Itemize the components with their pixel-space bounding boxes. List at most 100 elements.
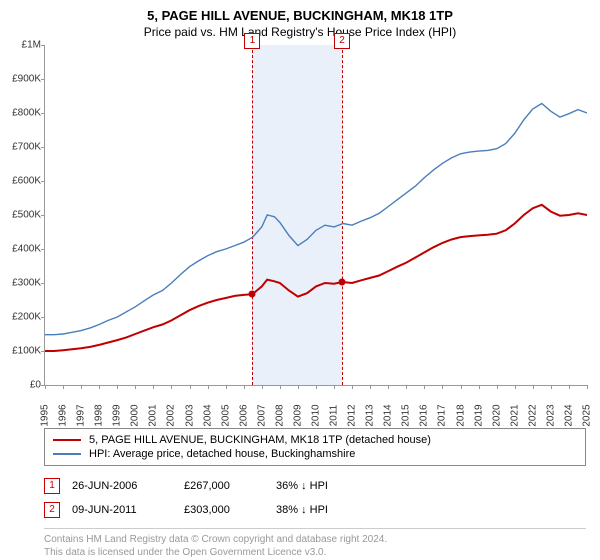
x-axis-label: 2011 bbox=[329, 401, 340, 431]
x-tick bbox=[226, 385, 227, 389]
y-axis-label: £900K bbox=[1, 74, 41, 85]
x-axis-label: 1995 bbox=[40, 401, 51, 431]
sale-marker-label: 2 bbox=[334, 33, 350, 49]
price-row-marker: 1 bbox=[44, 478, 60, 494]
legend-swatch bbox=[53, 453, 81, 455]
x-tick bbox=[171, 385, 172, 389]
footer-attribution: Contains HM Land Registry data © Crown c… bbox=[44, 528, 586, 559]
x-tick bbox=[515, 385, 516, 389]
x-tick bbox=[334, 385, 335, 389]
price-row-date: 09-JUN-2011 bbox=[72, 504, 172, 516]
chart-lines bbox=[45, 45, 587, 385]
y-axis-label: £800K bbox=[1, 108, 41, 119]
x-tick bbox=[81, 385, 82, 389]
x-tick bbox=[135, 385, 136, 389]
x-axis-label: 2002 bbox=[166, 401, 177, 431]
x-axis-label: 2001 bbox=[148, 401, 159, 431]
x-axis-label: 2012 bbox=[347, 401, 358, 431]
chart-plot-area: £0£100K£200K£300K£400K£500K£600K£700K£80… bbox=[44, 45, 587, 386]
x-axis-label: 2003 bbox=[184, 401, 195, 431]
chart-title: 5, PAGE HILL AVENUE, BUCKINGHAM, MK18 1T… bbox=[0, 0, 600, 23]
price-row: 2 09-JUN-2011 £303,000 38% ↓ HPI bbox=[44, 498, 586, 522]
x-axis-label: 2010 bbox=[311, 401, 322, 431]
x-tick bbox=[190, 385, 191, 389]
x-axis-label: 2022 bbox=[527, 401, 538, 431]
y-axis-label: £600K bbox=[1, 176, 41, 187]
x-axis-label: 2023 bbox=[545, 401, 556, 431]
x-axis-label: 1998 bbox=[94, 401, 105, 431]
x-axis-label: 1996 bbox=[58, 401, 69, 431]
x-axis-label: 2019 bbox=[473, 401, 484, 431]
x-tick bbox=[533, 385, 534, 389]
x-tick bbox=[461, 385, 462, 389]
x-axis-label: 2025 bbox=[582, 401, 593, 431]
x-axis-label: 1999 bbox=[112, 401, 123, 431]
legend-box: 5, PAGE HILL AVENUE, BUCKINGHAM, MK18 1T… bbox=[44, 428, 586, 466]
x-tick bbox=[153, 385, 154, 389]
x-axis-label: 2024 bbox=[563, 401, 574, 431]
series-hpi bbox=[45, 104, 587, 335]
x-tick bbox=[117, 385, 118, 389]
price-row-hpi: 38% ↓ HPI bbox=[276, 504, 356, 516]
price-row-marker: 2 bbox=[44, 502, 60, 518]
x-tick bbox=[298, 385, 299, 389]
y-axis-label: £100K bbox=[1, 346, 41, 357]
x-axis-label: 2015 bbox=[401, 401, 412, 431]
legend-item: 5, PAGE HILL AVENUE, BUCKINGHAM, MK18 1T… bbox=[53, 433, 577, 447]
chart-subtitle: Price paid vs. HM Land Registry's House … bbox=[0, 23, 600, 45]
x-axis-label: 2008 bbox=[274, 401, 285, 431]
x-axis-label: 2006 bbox=[238, 401, 249, 431]
y-axis-label: £500K bbox=[1, 210, 41, 221]
price-row-hpi: 36% ↓ HPI bbox=[276, 480, 356, 492]
x-tick bbox=[244, 385, 245, 389]
x-tick bbox=[442, 385, 443, 389]
x-axis-label: 2000 bbox=[130, 401, 141, 431]
x-axis-label: 2016 bbox=[419, 401, 430, 431]
x-axis-label: 2009 bbox=[292, 401, 303, 431]
x-tick bbox=[587, 385, 588, 389]
x-tick bbox=[45, 385, 46, 389]
x-axis-label: 2021 bbox=[509, 401, 520, 431]
x-axis-label: 2005 bbox=[220, 401, 231, 431]
price-row-date: 26-JUN-2006 bbox=[72, 480, 172, 492]
y-axis-label: £200K bbox=[1, 312, 41, 323]
x-tick bbox=[424, 385, 425, 389]
y-axis-label: £0 bbox=[1, 380, 41, 391]
x-axis-label: 2014 bbox=[383, 401, 394, 431]
x-tick bbox=[388, 385, 389, 389]
sale-point bbox=[249, 291, 256, 298]
x-tick bbox=[406, 385, 407, 389]
series-property_price bbox=[45, 205, 587, 351]
y-axis-label: £400K bbox=[1, 244, 41, 255]
x-tick bbox=[352, 385, 353, 389]
x-tick bbox=[569, 385, 570, 389]
x-axis-label: 2004 bbox=[202, 401, 213, 431]
legend-label: HPI: Average price, detached house, Buck… bbox=[89, 448, 355, 460]
x-axis-label: 2017 bbox=[437, 401, 448, 431]
x-tick bbox=[316, 385, 317, 389]
x-axis-label: 2018 bbox=[455, 401, 466, 431]
x-tick bbox=[479, 385, 480, 389]
y-axis-label: £1M bbox=[1, 40, 41, 51]
x-axis-label: 2013 bbox=[365, 401, 376, 431]
footer-line-1: Contains HM Land Registry data © Crown c… bbox=[44, 533, 586, 546]
price-row-amount: £267,000 bbox=[184, 480, 264, 492]
price-paid-table: 1 26-JUN-2006 £267,000 36% ↓ HPI 2 09-JUN-201… bbox=[44, 474, 586, 522]
x-tick bbox=[99, 385, 100, 389]
price-row: 1 26-JUN-2006 £267,000 36% ↓ HPI bbox=[44, 474, 586, 498]
price-row-amount: £303,000 bbox=[184, 504, 264, 516]
legend-item: HPI: Average price, detached house, Buck… bbox=[53, 447, 577, 461]
legend-label: 5, PAGE HILL AVENUE, BUCKINGHAM, MK18 1T… bbox=[89, 434, 431, 446]
y-axis-label: £300K bbox=[1, 278, 41, 289]
y-axis-label: £700K bbox=[1, 142, 41, 153]
x-axis-label: 1997 bbox=[76, 401, 87, 431]
x-tick bbox=[370, 385, 371, 389]
x-tick bbox=[208, 385, 209, 389]
x-tick bbox=[497, 385, 498, 389]
footer-line-2: This data is licensed under the Open Gov… bbox=[44, 546, 586, 559]
x-tick bbox=[280, 385, 281, 389]
sale-marker-label: 1 bbox=[244, 33, 260, 49]
x-tick bbox=[262, 385, 263, 389]
x-axis-label: 2007 bbox=[256, 401, 267, 431]
legend-swatch bbox=[53, 439, 81, 441]
